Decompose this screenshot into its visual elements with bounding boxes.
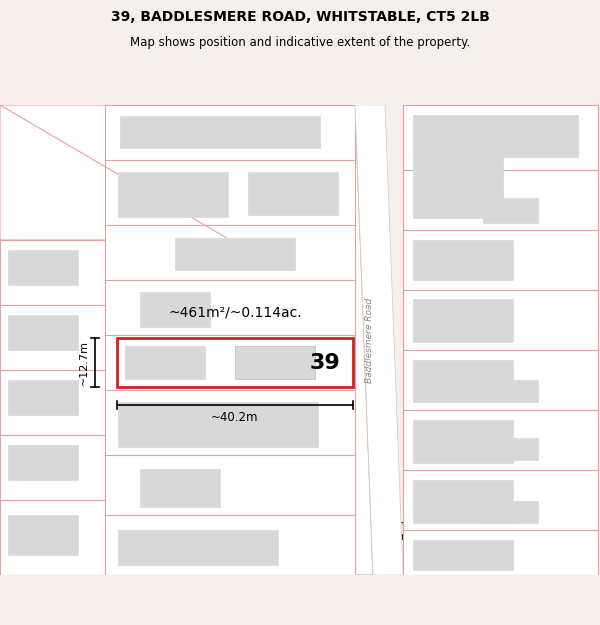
Bar bbox=[483, 438, 538, 460]
Bar bbox=[125, 346, 205, 379]
Text: ~12.7m: ~12.7m bbox=[79, 340, 89, 385]
Bar bbox=[483, 380, 538, 402]
Bar bbox=[120, 116, 320, 148]
Bar bbox=[248, 172, 338, 215]
Polygon shape bbox=[0, 240, 105, 575]
Bar bbox=[413, 156, 503, 218]
Bar bbox=[140, 292, 210, 327]
Bar bbox=[403, 105, 598, 575]
Polygon shape bbox=[0, 105, 230, 240]
Bar bbox=[413, 240, 513, 280]
Polygon shape bbox=[355, 105, 403, 575]
Text: ~461m²/~0.114ac.: ~461m²/~0.114ac. bbox=[168, 306, 302, 320]
Bar bbox=[413, 480, 513, 523]
Bar bbox=[483, 198, 538, 223]
Bar bbox=[235, 346, 315, 379]
Bar bbox=[8, 315, 78, 350]
Bar bbox=[118, 172, 228, 217]
Bar bbox=[117, 338, 353, 387]
Bar bbox=[413, 299, 513, 342]
Bar bbox=[118, 402, 318, 447]
Text: Baddlesmere Road: Baddlesmere Road bbox=[365, 298, 374, 382]
Text: Contains OS data © Crown copyright and database right 2021. This information is : Contains OS data © Crown copyright and d… bbox=[6, 520, 584, 565]
Polygon shape bbox=[0, 105, 373, 575]
Text: 39, BADDLESMERE ROAD, WHITSTABLE, CT5 2LB: 39, BADDLESMERE ROAD, WHITSTABLE, CT5 2L… bbox=[110, 10, 490, 24]
Bar bbox=[175, 238, 295, 270]
Bar bbox=[140, 469, 220, 507]
Bar bbox=[8, 250, 78, 285]
Bar bbox=[105, 105, 355, 575]
Bar bbox=[413, 360, 513, 402]
Bar bbox=[413, 115, 578, 157]
Text: Map shows position and indicative extent of the property.: Map shows position and indicative extent… bbox=[130, 36, 470, 49]
Bar bbox=[413, 540, 513, 570]
Bar bbox=[8, 445, 78, 480]
Text: ~40.2m: ~40.2m bbox=[211, 411, 259, 424]
Bar bbox=[413, 420, 513, 463]
Text: 39: 39 bbox=[309, 353, 340, 373]
Bar bbox=[118, 530, 278, 565]
Bar bbox=[483, 501, 538, 523]
Bar bbox=[8, 380, 78, 415]
Bar bbox=[8, 515, 78, 555]
